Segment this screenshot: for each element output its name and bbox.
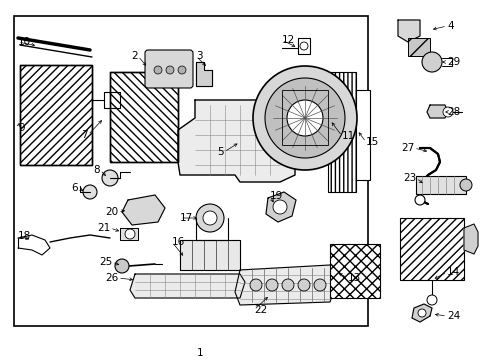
Bar [407, 38, 429, 56]
Bar [399, 218, 463, 280]
Text: 24: 24 [446, 311, 459, 321]
Text: 8: 8 [93, 165, 100, 175]
Circle shape [272, 200, 286, 214]
Bar [355, 90, 369, 180]
Circle shape [264, 78, 345, 158]
Polygon shape [235, 265, 337, 305]
Text: 13: 13 [347, 273, 361, 283]
Text: 7: 7 [81, 130, 88, 140]
Polygon shape [196, 62, 212, 86]
Text: 27: 27 [400, 143, 413, 153]
Circle shape [102, 170, 118, 186]
Text: 11: 11 [341, 131, 354, 141]
Text: 6: 6 [71, 183, 78, 193]
Polygon shape [122, 195, 164, 225]
Circle shape [426, 295, 436, 305]
Bar [327, 72, 355, 192]
Text: 14: 14 [446, 267, 459, 277]
Bar [110, 72, 178, 162]
Circle shape [83, 185, 97, 199]
Circle shape [249, 279, 262, 291]
Circle shape [417, 309, 425, 317]
Text: 5: 5 [217, 147, 224, 157]
Circle shape [286, 100, 323, 136]
Polygon shape [411, 304, 431, 322]
Circle shape [125, 229, 135, 239]
Text: 19: 19 [269, 191, 283, 201]
Circle shape [196, 204, 224, 232]
Polygon shape [120, 228, 138, 240]
Text: 23: 23 [402, 173, 415, 183]
Polygon shape [426, 105, 447, 118]
Text: 4: 4 [446, 21, 453, 31]
Bar [282, 90, 327, 145]
Polygon shape [397, 20, 419, 42]
Circle shape [421, 52, 441, 72]
Polygon shape [178, 100, 294, 182]
Text: 3: 3 [196, 51, 202, 61]
Text: 9: 9 [18, 123, 24, 133]
Circle shape [154, 66, 162, 74]
Bar [415, 176, 465, 194]
Circle shape [178, 66, 185, 74]
Circle shape [265, 279, 278, 291]
Circle shape [203, 211, 217, 225]
Text: 28: 28 [446, 107, 459, 117]
Text: 15: 15 [365, 137, 379, 147]
FancyBboxPatch shape [145, 50, 193, 88]
Circle shape [282, 279, 293, 291]
Circle shape [459, 179, 471, 191]
Bar [14, 16, 367, 326]
Text: 25: 25 [99, 257, 112, 267]
Text: 10: 10 [18, 37, 31, 47]
Circle shape [313, 279, 325, 291]
Circle shape [115, 259, 129, 273]
Bar [329, 244, 379, 298]
Text: 1: 1 [196, 348, 203, 358]
Circle shape [165, 66, 174, 74]
Polygon shape [265, 192, 295, 222]
Circle shape [414, 195, 424, 205]
Text: 20: 20 [104, 207, 118, 217]
Text: 21: 21 [97, 223, 110, 233]
Text: 26: 26 [104, 273, 118, 283]
Text: 17: 17 [180, 213, 193, 223]
Circle shape [297, 279, 309, 291]
Text: 18: 18 [18, 231, 31, 241]
Circle shape [442, 107, 452, 117]
Circle shape [252, 66, 356, 170]
Polygon shape [463, 224, 477, 254]
Polygon shape [130, 274, 244, 298]
Text: 2: 2 [131, 51, 138, 61]
Circle shape [299, 42, 307, 50]
Polygon shape [180, 240, 240, 270]
Text: 16: 16 [172, 237, 185, 247]
Text: 22: 22 [253, 305, 267, 315]
Text: 29: 29 [446, 57, 459, 67]
Text: 12: 12 [282, 35, 295, 45]
Bar [20, 65, 92, 165]
